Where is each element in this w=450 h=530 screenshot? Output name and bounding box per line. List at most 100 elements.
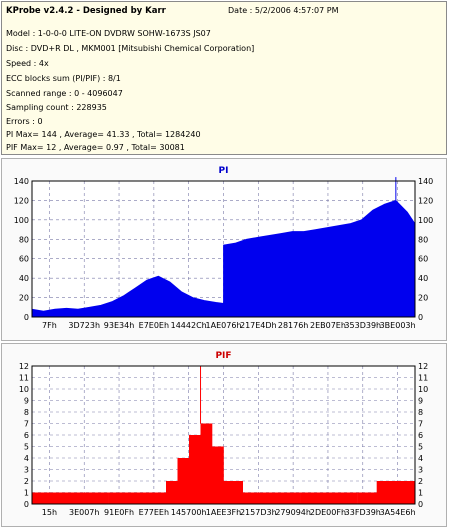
info-panel: KProbe v2.4.2 - Designed by Karr Date : … — [1, 1, 447, 155]
pif-xtick: 91E0Fh — [104, 508, 134, 517]
pi-ytick-right: 120 — [418, 196, 433, 205]
info-model: Model : 1-0-0-0 LITE-ON DVDRW SOHW-1673S… — [6, 29, 211, 38]
pif-bar — [212, 446, 224, 504]
pi-ytick-left: 0 — [24, 313, 29, 322]
pif-bar — [166, 481, 178, 504]
pif-ytick-right: 4 — [418, 454, 423, 463]
pif-ytick-left: 10 — [19, 385, 29, 394]
pif-ytick-right: 3 — [418, 466, 423, 475]
pif-bar — [127, 492, 148, 504]
app-title: KProbe v2.4.2 - Designed by Karr — [6, 6, 166, 16]
pi-ytick-right: 80 — [418, 235, 428, 244]
scan-date: Date : 5/2/2006 4:57:07 PM — [228, 6, 339, 15]
pif-bar — [376, 481, 397, 504]
pi-ytick-left: 40 — [19, 274, 29, 283]
pi-title: PI — [219, 166, 229, 176]
pi-ytick-right: 140 — [418, 177, 433, 186]
pi-xtick: 353D39h — [344, 321, 381, 330]
pif-bar — [300, 492, 320, 504]
pif-bar — [281, 492, 301, 504]
pif-ytick-left: 11 — [19, 374, 29, 383]
pif-xtick: E77EEh — [139, 508, 169, 517]
pif-ytick-left: 12 — [19, 362, 29, 371]
pif-ytick-left: 2 — [24, 477, 29, 486]
pif-bar — [338, 492, 358, 504]
pif-bar — [177, 458, 190, 504]
pif-bar — [32, 492, 52, 504]
pi-xtick: 93E34h — [104, 321, 134, 330]
pi-ytick-right: 0 — [418, 313, 423, 322]
pif-bar — [242, 492, 263, 504]
pi-xtick: 3BE003h — [380, 321, 416, 330]
pif-ytick-right: 7 — [418, 420, 423, 429]
pif-xtick: 1AEE3Fh — [206, 508, 241, 517]
info-speed: Speed : 4x — [6, 59, 49, 68]
pif-bar — [89, 492, 109, 504]
info-ecc: ECC blocks sum (PI/PIF) : 8/1 — [6, 74, 121, 83]
pif-ytick-right: 2 — [418, 477, 423, 486]
pif-xtick: 279094h — [275, 508, 311, 517]
pif-plot-frame — [31, 365, 416, 505]
pif-ytick-left: 6 — [24, 431, 29, 440]
pif-ytick-right: 9 — [418, 397, 423, 406]
info-errors: Errors : 0 — [6, 117, 43, 126]
pif-ytick-right: 1 — [418, 489, 423, 498]
pif-bar — [146, 492, 167, 504]
pi-plot-frame — [31, 180, 416, 318]
pi-xtick: 7Fh — [42, 321, 57, 330]
pif-xtick: 145700h — [171, 508, 207, 517]
pif-bar — [51, 492, 71, 504]
pif-ytick-left: 5 — [24, 443, 29, 452]
pif-bar — [108, 492, 128, 504]
pi-ytick-left: 80 — [19, 235, 29, 244]
pi-ytick-left: 60 — [19, 255, 29, 264]
pif-bar — [200, 423, 213, 504]
pif-ytick-right: 0 — [418, 500, 423, 509]
pif-bar — [319, 492, 339, 504]
info-sampling: Sampling count : 228935 — [6, 103, 107, 112]
pi-ytick-left: 120 — [14, 196, 29, 205]
pi-xtick: 217E4Dh — [240, 321, 277, 330]
pif-xtick: 2DE00Fh — [310, 508, 346, 517]
pif-ytick-left: 0 — [24, 500, 29, 509]
info-pif-stats: PIF Max= 12 , Average= 0.97 , Total= 300… — [6, 143, 185, 152]
pi-xtick: 28176h — [278, 321, 309, 330]
pif-ytick-left: 1 — [24, 489, 29, 498]
pi-ytick-left: 140 — [14, 177, 29, 186]
pif-bar — [189, 435, 201, 504]
pi-ytick-right: 20 — [418, 294, 428, 303]
info-pi-stats: PI Max= 144 , Average= 41.33 , Total= 12… — [6, 130, 201, 139]
pif-ytick-right: 10 — [418, 385, 428, 394]
pif-xtick: 15h — [42, 508, 57, 517]
pi-xtick: 1AE076h — [206, 321, 242, 330]
pi-xtick: 3D723h — [68, 321, 100, 330]
info-range: Scanned range : 0 - 4096047 — [6, 89, 123, 98]
pif-ytick-right: 8 — [418, 408, 423, 417]
pif-ytick-left: 7 — [24, 420, 29, 429]
pif-ytick-left: 9 — [24, 397, 29, 406]
pi-chart: PI 0 0 20 20 40 40 60 60 80 80 100 100 120 120 140 140 7F… — [14, 166, 434, 330]
pif-xtick: 2157D3h — [240, 508, 277, 517]
pif-bar — [395, 481, 416, 504]
info-disc: Disc : DVD+R DL , MKM001 [Mitsubishi Che… — [6, 44, 255, 53]
pi-ytick-right: 100 — [418, 216, 433, 225]
pif-ytick-right: 11 — [418, 374, 428, 383]
pi-ytick-left: 100 — [14, 216, 29, 225]
pif-xtick: 3E007h — [69, 508, 99, 517]
pi-chart-panel: PI 0 0 20 20 40 40 60 60 80 80 100 100 120 120 140 140 7F… — [1, 158, 447, 341]
pif-ytick-left: 8 — [24, 408, 29, 417]
pi-ytick-right: 60 — [418, 255, 428, 264]
pif-ytick-right: 6 — [418, 431, 423, 440]
pif-bar — [357, 492, 377, 504]
pif-xtick: 3A54E6h — [380, 508, 416, 517]
pi-xtick: E7E0Eh — [139, 321, 169, 330]
pi-series-area — [31, 199, 416, 318]
pi-ytick-right: 40 — [418, 274, 428, 283]
pif-ytick-right: 12 — [418, 362, 428, 371]
pif-title: PIF — [215, 351, 231, 361]
pif-bar — [70, 492, 90, 504]
pif-ytick-left: 4 — [24, 454, 29, 463]
pif-ytick-left: 3 — [24, 466, 29, 475]
pif-ytick-right: 5 — [418, 443, 423, 452]
